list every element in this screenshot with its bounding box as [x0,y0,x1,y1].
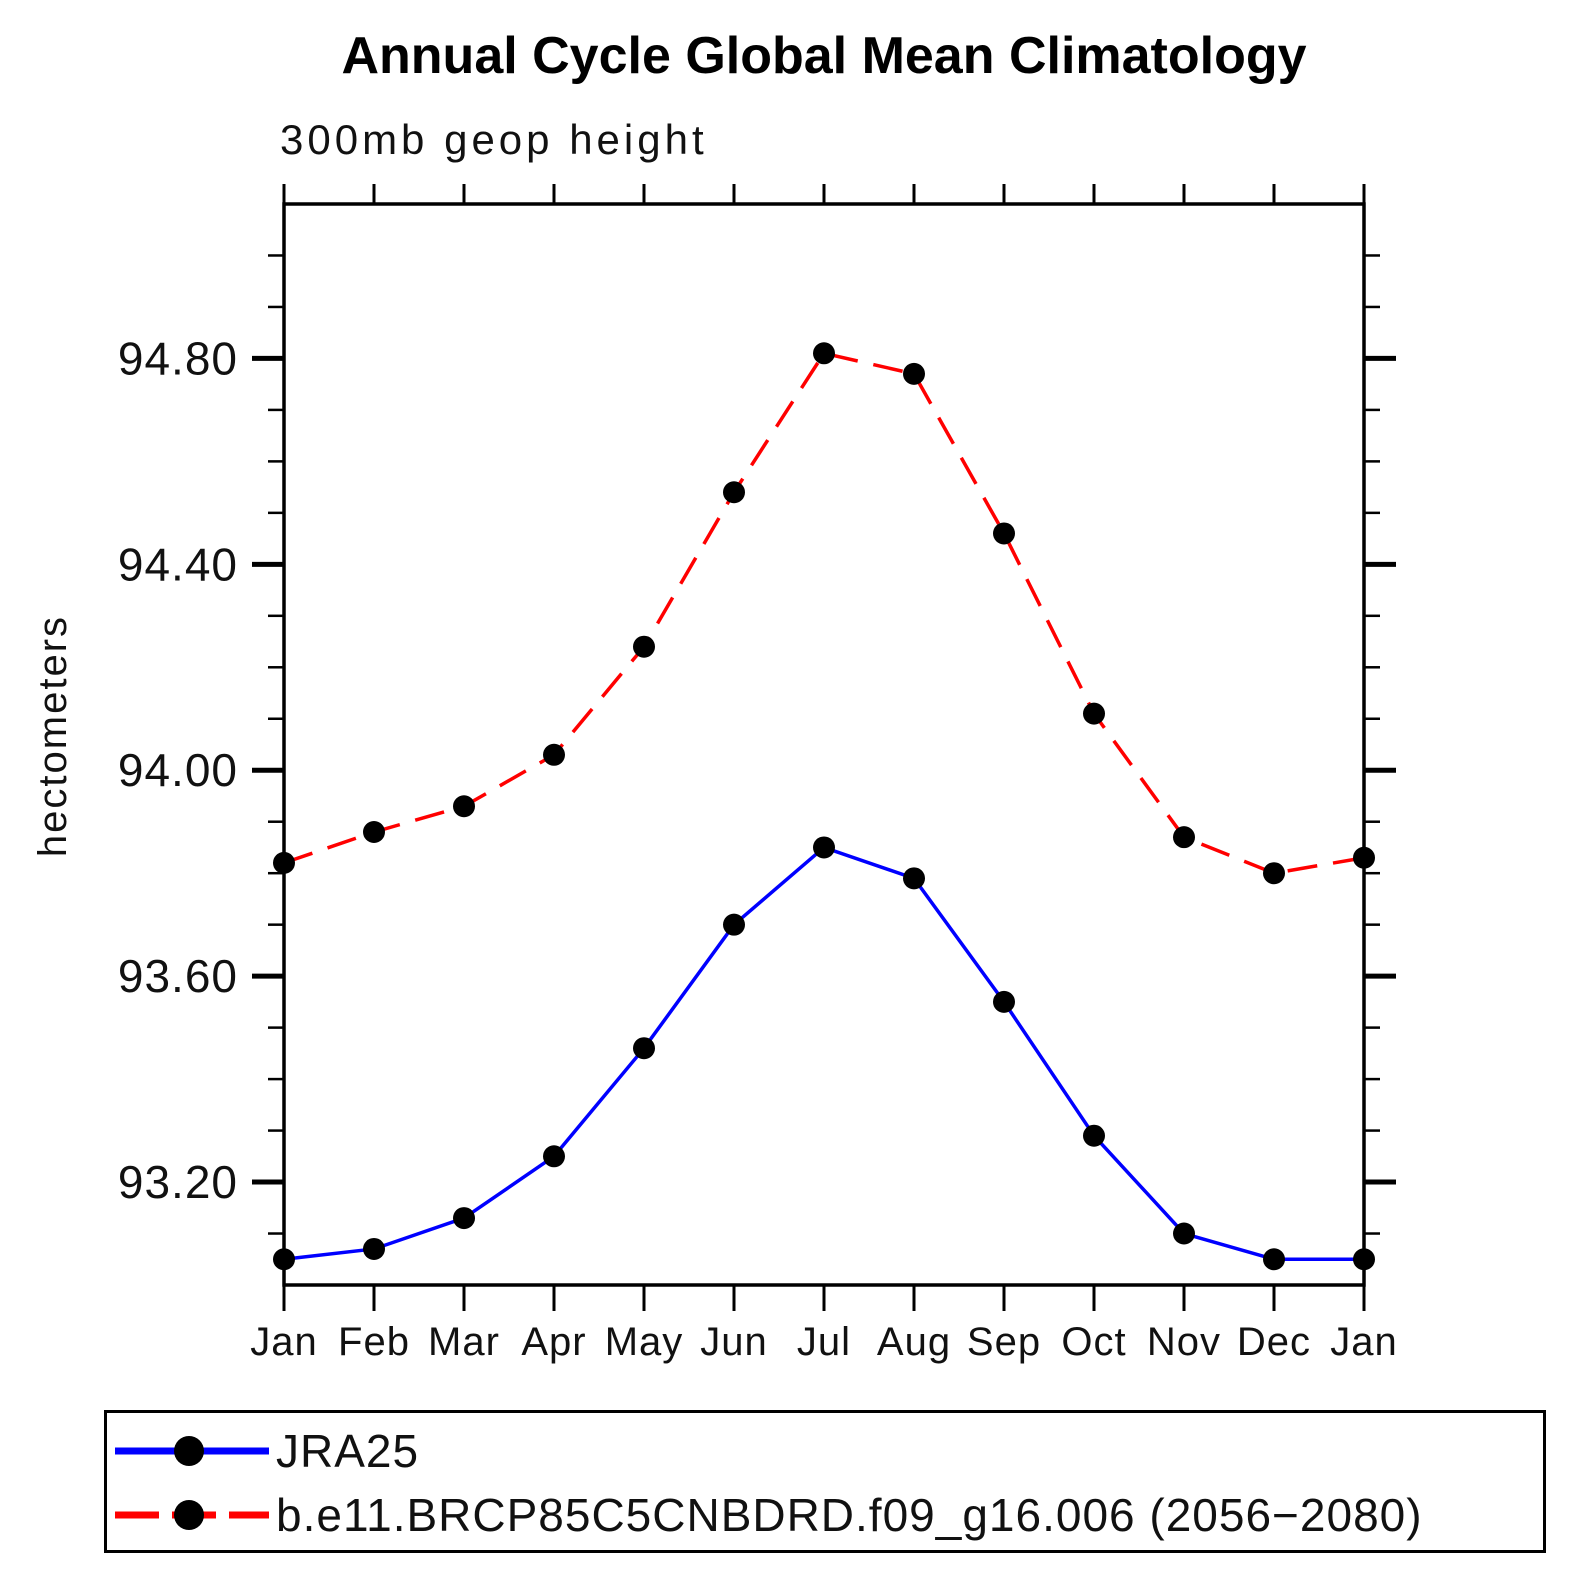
data-point-marker [903,867,925,890]
data-point-marker [1353,846,1375,869]
x-tick-label: Jun [700,1320,768,1364]
data-point-marker [273,851,295,874]
y-tick-label: 93.60 [118,950,238,1002]
legend-entry-jra25: JRA25 [111,1423,419,1479]
x-tick-label: May [605,1320,684,1364]
data-point-marker [633,635,655,658]
y-tick-label: 94.00 [118,744,238,796]
data-point-marker [1263,1248,1285,1271]
data-point-marker [363,1237,385,1260]
series-line-model [283,351,1365,875]
data-point-marker [633,1037,655,1060]
data-point-marker [1173,826,1195,849]
legend-sample-line-dashed [115,1500,269,1530]
chart-title: Annual Cycle Global Mean Climatology [341,27,1307,85]
legend-entry-model: b.e11.BRCP85C5CNBDRD.f09_g16.006 (2056−2… [111,1487,1423,1543]
x-tick-label: Dec [1237,1320,1311,1364]
chart-subtitle: 300mb geop height [280,116,708,163]
x-tick-label: Apr [521,1320,586,1364]
legend-label: JRA25 [276,1425,420,1477]
data-point-marker [1173,1222,1195,1245]
data-point-marker [543,743,565,766]
data-point-marker [1263,862,1285,885]
data-point-marker [813,342,835,365]
data-point-marker [993,990,1015,1013]
x-tick-label: Oct [1061,1320,1126,1364]
data-point-marker [813,836,835,859]
x-tick-label: Nov [1147,1320,1221,1364]
y-tick-label: 94.40 [118,538,238,590]
legend-label: b.e11.BRCP85C5CNBDRD.f09_g16.006 (2056−2… [276,1489,1423,1541]
data-point-marker [273,1248,295,1271]
legend-box: JRA25 b.e11.BRCP85C5CNBDRD.f09_g16.006 (… [104,1410,1546,1553]
y-tick-label: 94.80 [118,332,238,384]
y-tick-label: 93.20 [118,1156,238,1208]
x-tick-label: Sep [967,1320,1041,1364]
plot-frame [282,202,1366,1287]
data-point-marker [723,913,745,936]
x-tick-label: Jan [1330,1320,1398,1364]
data-point-marker [993,522,1015,545]
series-line-jra25 [283,845,1364,1262]
data-point-marker [1083,702,1105,725]
x-tick-label: Aug [877,1320,951,1364]
data-point-marker [1083,1124,1105,1147]
data-point-marker [363,821,385,844]
x-tick-label: Mar [428,1320,500,1364]
data-point-marker [723,481,745,504]
data-point-marker [543,1145,565,1168]
data-point-marker [1353,1248,1375,1271]
x-tick-label: Feb [338,1320,410,1364]
data-point-marker [903,362,925,385]
x-tick-label: Jan [250,1320,318,1364]
legend-sample-line-solid [115,1436,269,1466]
data-point-marker [453,1207,475,1230]
data-point-marker [453,795,475,818]
x-tick-label: Jul [797,1320,851,1364]
